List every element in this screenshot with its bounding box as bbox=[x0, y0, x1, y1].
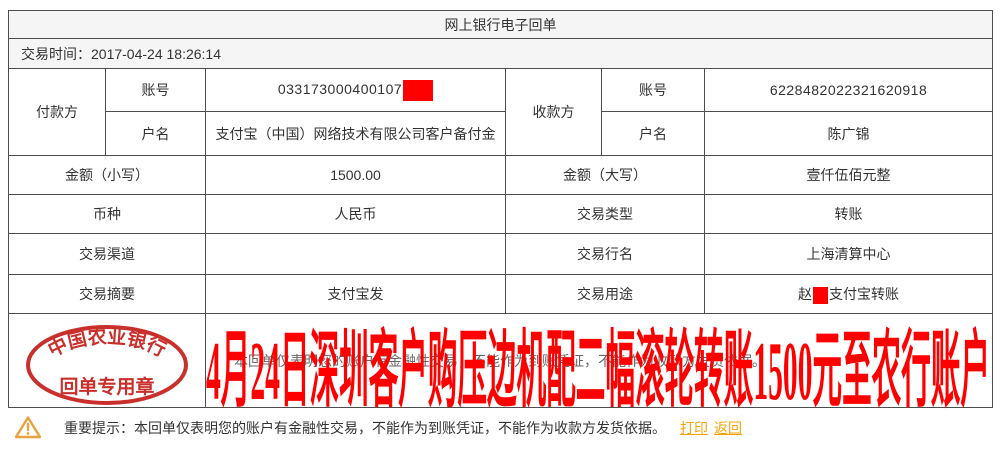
back-link[interactable]: 返回 bbox=[714, 419, 742, 436]
disclaimer-text: 本回单仅表明您的账户有金融性交易，不能作为到账凭证，不能作为收款方发货依据。 bbox=[204, 313, 994, 408]
transaction-time-row: 交易时间：2017-04-24 18:26:14 bbox=[7, 38, 994, 69]
payer-section-label: 付款方 bbox=[8, 68, 106, 156]
transaction-time-label: 交易时间： bbox=[21, 45, 91, 62]
payer-account-value: 033173000400107 bbox=[205, 68, 506, 112]
purpose-suffix: 支付宝转账 bbox=[829, 286, 900, 302]
payee-account-number: 6228482022321620918 bbox=[703, 68, 994, 112]
page-title: 网上银行电子回单 bbox=[7, 10, 994, 39]
seal-text-bottom: 回单专用章 bbox=[59, 375, 154, 398]
name-row: 户名 支付宝（中国）网络技术有限公司客户备付金 户名 陈广锦 bbox=[9, 111, 994, 156]
bank-seal-icon: 中国农业银行 回单专用章 bbox=[26, 324, 188, 405]
amount-value: 1500.00 bbox=[205, 155, 506, 195]
receipt-table: 网上银行电子回单 交易时间：2017-04-24 18:26:14 付款方 账号… bbox=[7, 10, 994, 408]
transaction-type-value: 转账 bbox=[703, 194, 994, 234]
redaction-box bbox=[813, 286, 829, 304]
transaction-type-label: 交易类型 bbox=[505, 194, 705, 234]
stamp-row: 中国农业银行 回单专用章 本回单仅表明您的账户有金融性交易，不能作为到账凭证，不… bbox=[8, 313, 994, 408]
channel-label: 交易渠道 bbox=[8, 233, 206, 275]
bank-name-label: 交易行名 bbox=[505, 233, 705, 275]
print-link[interactable]: 打印 bbox=[680, 419, 708, 436]
amount-row: 金额（小写） 1500.00 金额（大写） 壹仟伍佰元整 bbox=[8, 155, 994, 195]
stamp-cell: 中国农业银行 回单专用章 bbox=[8, 313, 206, 408]
payer-name-value: 支付宝（中国）网络技术有限公司客户备付金 bbox=[205, 111, 506, 156]
payee-name-value: 陈广锦 bbox=[703, 111, 994, 156]
transaction-time-value: 2017-04-24 18:26:14 bbox=[91, 45, 221, 62]
payer-account-number: 033173000400107 bbox=[277, 80, 403, 97]
summary-label: 交易摘要 bbox=[8, 274, 206, 314]
warning-triangle-icon bbox=[14, 416, 42, 439]
notice-prefix: 重要提示： bbox=[64, 419, 134, 436]
payee-account-label: 账号 bbox=[601, 68, 705, 112]
currency-value: 人民币 bbox=[205, 194, 506, 234]
svg-text:中国农业银行: 中国农业银行 bbox=[44, 324, 170, 361]
amount-words-label: 金额（大写） bbox=[505, 155, 705, 195]
purpose-label: 交易用途 bbox=[505, 274, 705, 314]
footer-notice: 重要提示：本回单仅表明您的账户有金融性交易，不能作为到账凭证，不能作为收款方发货… bbox=[14, 415, 989, 440]
amount-label: 金额（小写） bbox=[8, 155, 206, 195]
account-row: 付款方 账号 033173000400107 收款方 账号 6228482022… bbox=[8, 68, 994, 156]
currency-row: 币种 人民币 交易类型 转账 bbox=[8, 194, 994, 234]
header-row: 网上银行电子回单 bbox=[7, 10, 994, 39]
amount-words-value: 壹仟伍佰元整 bbox=[703, 155, 994, 195]
payer-account-label: 账号 bbox=[105, 68, 206, 112]
purpose-value: 赵支付宝转账 bbox=[703, 274, 994, 314]
redaction-box bbox=[403, 79, 434, 101]
summary-value: 支付宝发 bbox=[205, 274, 506, 314]
purpose-prefix: 赵 bbox=[798, 286, 813, 302]
payee-name-label: 户名 bbox=[601, 111, 705, 156]
summary-row: 交易摘要 支付宝发 交易用途 赵支付宝转账 bbox=[8, 274, 994, 314]
channel-value bbox=[205, 233, 506, 275]
bank-name-value: 上海清算中心 bbox=[703, 233, 994, 275]
currency-label: 币种 bbox=[8, 194, 206, 234]
payer-name-label: 户名 bbox=[105, 111, 206, 156]
notice-text: 本回单仅表明您的账户有金融性交易，不能作为到账凭证，不能作为收款方发货依据。 bbox=[134, 419, 666, 436]
payee-section-label: 收款方 bbox=[505, 68, 602, 156]
seal-text-top: 中国农业银行 bbox=[44, 324, 170, 361]
channel-row: 交易渠道 交易行名 上海清算中心 bbox=[8, 233, 994, 275]
